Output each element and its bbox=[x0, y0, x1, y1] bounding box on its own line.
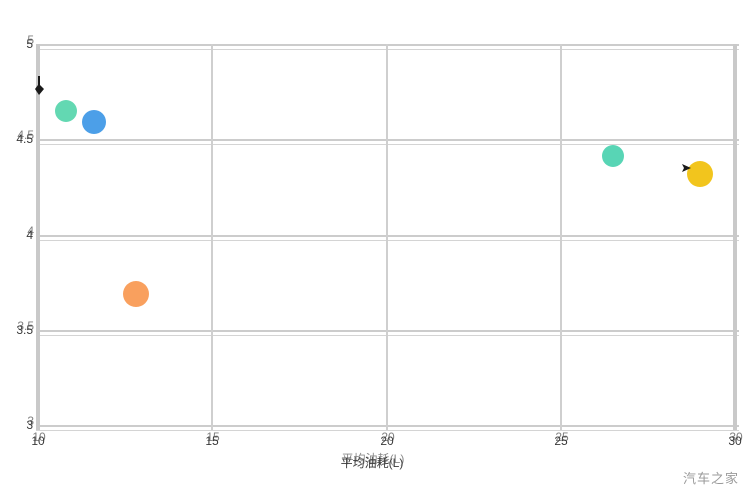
x-tick-label: 25 bbox=[554, 434, 568, 448]
v-gridline bbox=[386, 44, 388, 430]
y-tick-label: 5 bbox=[26, 37, 33, 51]
v-gridline bbox=[36, 44, 40, 430]
bubble-mint-right[interactable] bbox=[602, 145, 624, 167]
v-gridline bbox=[733, 44, 737, 430]
bubble-orange[interactable] bbox=[123, 281, 149, 307]
x-tick-label: 10 bbox=[31, 434, 45, 448]
y-tick-label: 3.5 bbox=[16, 323, 33, 337]
cursor-on-gold-bubble-icon bbox=[682, 164, 691, 172]
bubble-mint-left[interactable] bbox=[55, 100, 77, 122]
x-axis-title: 平均油耗(L) bbox=[340, 456, 404, 470]
autohome-watermark: 汽车之家 bbox=[682, 471, 739, 486]
bubble-gold[interactable] bbox=[687, 161, 713, 187]
x-tick-label: 30 bbox=[728, 434, 742, 448]
y-tick-label: 3 bbox=[26, 418, 33, 432]
x-tick-label: 20 bbox=[380, 434, 394, 448]
y-tick-label: 4 bbox=[26, 228, 33, 242]
bubble-blue[interactable] bbox=[82, 110, 106, 134]
h-gridline-ghost bbox=[36, 430, 739, 431]
v-gridline bbox=[211, 44, 213, 430]
x-tick-label: 15 bbox=[205, 434, 219, 448]
v-gridline bbox=[560, 44, 562, 430]
y-tick-label: 4.5 bbox=[16, 132, 33, 146]
cursor-on-axis-icon bbox=[35, 76, 44, 95]
